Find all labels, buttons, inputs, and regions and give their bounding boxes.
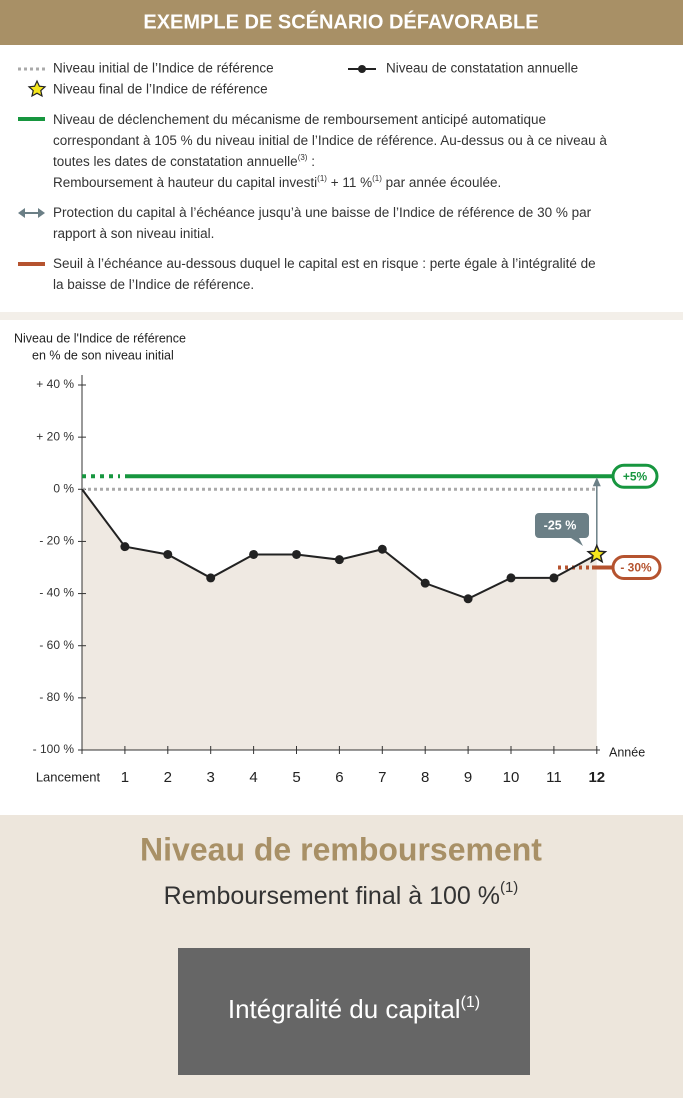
y-tick-label: - 100 % xyxy=(33,742,75,756)
legend-annual: Niveau de constatation annuelle xyxy=(386,61,578,76)
final-callout xyxy=(535,513,589,546)
x-tick-label: 7 xyxy=(378,769,386,786)
point xyxy=(377,544,387,554)
result-box-text: Intégralité du capital(1) xyxy=(228,994,480,1024)
text-run: Intégralité du capital xyxy=(228,994,461,1024)
final-point xyxy=(586,543,608,564)
x-tick-label: 6 xyxy=(335,769,343,786)
result-title: Niveau de remboursement xyxy=(140,831,542,867)
y-axis-label: Niveau de l'Indice de référence xyxy=(14,331,186,345)
legend-icon-arrow-left xyxy=(18,208,25,218)
legend-threshold-line: Seuil à l’échéance au-dessous duquel le … xyxy=(53,256,596,271)
text-run: rapport à son niveau initial. xyxy=(53,226,214,241)
legend-icon-annual-dot xyxy=(358,65,366,73)
superscript: (1) xyxy=(317,174,327,183)
x-tick-label: 2 xyxy=(164,769,172,786)
point xyxy=(292,549,301,559)
text-run: par année écoulée. xyxy=(382,175,501,190)
x-tick-label: 1 xyxy=(121,769,129,786)
legend-initial: Niveau initial de l’Indice de référence xyxy=(53,61,274,76)
point xyxy=(463,594,473,604)
point xyxy=(249,549,259,559)
x-tick-label: 10 xyxy=(503,769,520,786)
point xyxy=(120,542,130,552)
text-run: Niveau de déclenchement du mécanisme de … xyxy=(53,112,546,127)
text-run: + 11 % xyxy=(327,175,372,190)
chart: Niveau de l'Indice de référence en % de s… xyxy=(14,331,662,786)
x-axis-label: Année xyxy=(609,745,645,759)
legend-trigger-line: Niveau de déclenchement du mécanisme de … xyxy=(53,112,546,127)
text-run: : xyxy=(307,154,315,169)
x-tick-label: 4 xyxy=(249,769,257,786)
text-run: toutes les dates de constatation annuell… xyxy=(53,154,298,169)
y-tick-label: - 20 % xyxy=(39,534,74,548)
trigger-label: +5% xyxy=(623,469,648,483)
point xyxy=(420,578,430,588)
text-run: Remboursement final à 100 % xyxy=(164,882,500,910)
text-run: Protection du capital à l’échéance jusqu… xyxy=(53,205,592,220)
text-run: la baisse de l’Indice de référence. xyxy=(53,277,254,292)
superscript: (3) xyxy=(298,153,308,162)
area xyxy=(82,489,597,750)
point xyxy=(206,573,216,583)
superscript: (1) xyxy=(372,174,382,183)
legend-icon-arrow-right xyxy=(38,208,45,218)
y-tick-label: 0 % xyxy=(53,481,74,495)
header-band xyxy=(0,0,683,45)
y-tick-label: - 60 % xyxy=(39,638,74,652)
text-run: Remboursement à hauteur du capital inves… xyxy=(53,175,317,190)
legend-trigger-line: toutes les dates de constatation annuell… xyxy=(53,153,315,169)
y-axis-label: en % de son niveau initial xyxy=(32,348,174,362)
result-box xyxy=(178,948,530,1075)
threshold-pill xyxy=(611,555,662,580)
x-tick-label: 5 xyxy=(292,769,300,786)
legend-protection-line: rapport à son niveau initial. xyxy=(53,226,214,241)
x-tick-label: 11 xyxy=(546,769,562,786)
text-run: correspondant à 105 % du niveau initial … xyxy=(53,133,607,148)
separator xyxy=(0,312,683,320)
legend-trigger-line: correspondant à 105 % du niveau initial … xyxy=(53,133,607,148)
result-subtitle: Remboursement final à 100 %(1) xyxy=(164,879,519,909)
legend-final: Niveau final de l’Indice de référence xyxy=(53,82,268,97)
x-tick-label: Lancement xyxy=(36,769,101,784)
point xyxy=(506,573,516,583)
y-tick-label: - 80 % xyxy=(39,690,74,704)
superscript: (1) xyxy=(461,994,481,1011)
superscript: (1) xyxy=(500,879,518,896)
x-tick-label: 9 xyxy=(464,769,472,786)
y-tick-label: + 40 % xyxy=(36,377,74,391)
threshold-label: - 30% xyxy=(620,561,652,575)
point xyxy=(549,573,559,583)
legend-protection-line: Protection du capital à l’échéance jusqu… xyxy=(53,205,592,220)
final-label: -25 % xyxy=(544,518,577,532)
point xyxy=(163,549,173,559)
legend-icon-final xyxy=(27,79,47,98)
legend-threshold-line: la baisse de l’Indice de référence. xyxy=(53,277,254,292)
legend-trigger-line: Remboursement à hauteur du capital inves… xyxy=(53,174,501,190)
arrow-head xyxy=(592,477,601,487)
trigger-pill xyxy=(611,463,659,489)
y-tick-label: + 20 % xyxy=(36,429,74,443)
x-tick-label: 3 xyxy=(207,769,215,786)
x-tick-label: 12 xyxy=(588,769,605,786)
header-title: EXEMPLE DE SCÉNARIO DÉFAVORABLE xyxy=(143,10,538,33)
y-tick-label: - 40 % xyxy=(39,586,74,600)
point xyxy=(334,555,344,565)
text-run: Seuil à l’échéance au-dessous duquel le … xyxy=(53,256,596,271)
x-tick-label: 8 xyxy=(421,769,429,786)
